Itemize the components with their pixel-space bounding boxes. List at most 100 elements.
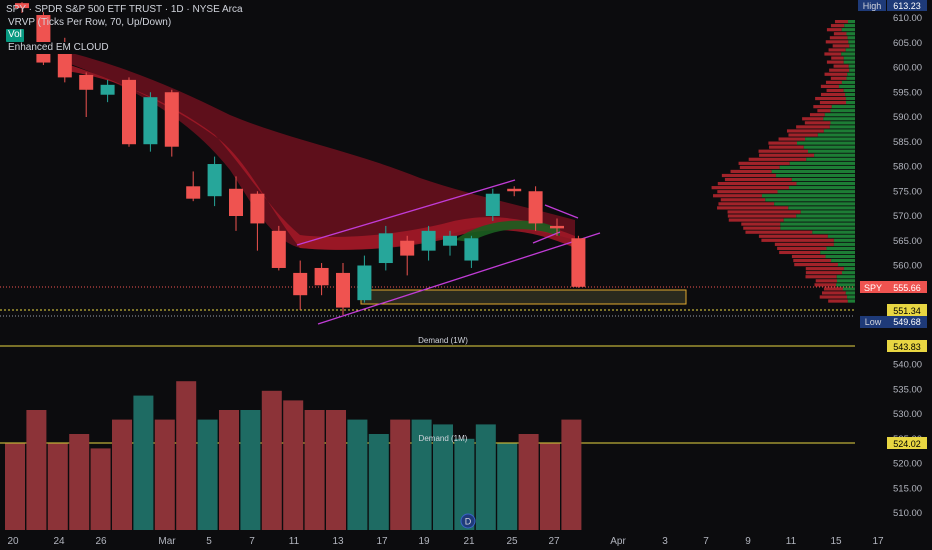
candle[interactable]: [485, 188, 500, 221]
indicator-ema-cloud[interactable]: Enhanced EM CLOUD: [6, 41, 111, 54]
profile-row-down: [730, 169, 772, 174]
profile-row-down: [809, 113, 825, 117]
demand-1m-label: Demand (1M): [419, 434, 468, 443]
time-label: 27: [548, 536, 560, 547]
candle[interactable]: [443, 230, 457, 256]
time-axis[interactable]: 20 24 26 Mar 5 7 11 13 17 19 21 25 27 Apr 3 7 9 11 15 17: [0, 530, 932, 550]
candle[interactable]: [336, 263, 350, 315]
candle[interactable]: [122, 77, 136, 147]
symbol-line[interactable]: SPY · SPDR S&P 500 ETF TRUST · 1D · NYSE…: [6, 4, 243, 15]
candle[interactable]: [378, 225, 393, 271]
candle[interactable]: [79, 72, 94, 117]
profile-row-up: [812, 230, 855, 234]
price-tick: 570.00: [893, 211, 922, 222]
indicator-vol[interactable]: Vol: [6, 29, 24, 42]
volume-bars: [5, 381, 582, 530]
candle[interactable]: [571, 235, 586, 288]
price-tick: 515.00: [893, 483, 922, 494]
profile-row-down: [824, 72, 848, 76]
demand-1w-price: 543.83: [893, 342, 921, 352]
profile-row-down: [761, 238, 834, 242]
candle[interactable]: [100, 79, 115, 103]
profile-row-up: [843, 60, 855, 64]
profile-row-up: [765, 198, 855, 202]
profile-row-down: [727, 210, 801, 214]
profile-row-up: [845, 92, 855, 97]
profile-row-down: [720, 198, 766, 202]
candle[interactable]: [15, 2, 29, 14]
profile-row-up: [829, 125, 855, 129]
price-axis[interactable]: 610.00 605.00 600.00 595.00 590.00 585.00 580.…: [855, 0, 932, 550]
candle[interactable]: [207, 156, 222, 207]
profile-row-up: [847, 299, 855, 303]
candle[interactable]: [250, 191, 265, 251]
support-price: 551.34: [893, 306, 921, 316]
candle[interactable]: [164, 89, 179, 157]
profile-row-up: [826, 246, 855, 250]
candle[interactable]: [400, 235, 415, 276]
profile-row-down: [717, 206, 789, 210]
candle[interactable]: [314, 263, 329, 296]
profile-row-up: [836, 279, 855, 283]
profile-row-down: [817, 109, 831, 113]
profile-row-down: [828, 48, 846, 52]
profile-row-down: [805, 275, 837, 279]
profile-row-up: [791, 177, 855, 182]
price-tick: 510.00: [893, 508, 922, 519]
candle[interactable]: [186, 171, 201, 202]
profile-row-down: [748, 157, 807, 161]
profile-row-up: [847, 20, 855, 24]
time-label: 9: [745, 536, 751, 547]
time-label: 15: [830, 536, 842, 547]
profile-row-down: [815, 279, 837, 283]
candle[interactable]: [421, 225, 436, 261]
trend-channel[interactable]: [296, 179, 601, 325]
price-tick: 530.00: [893, 409, 922, 420]
candlesticks: [15, 2, 586, 315]
candle[interactable]: [507, 186, 522, 197]
price-tick: 575.00: [893, 186, 922, 197]
profile-row-down: [834, 20, 848, 24]
candle[interactable]: [550, 218, 564, 236]
profile-row-up: [797, 141, 855, 145]
profile-row-up: [847, 36, 855, 40]
candle[interactable]: [293, 260, 308, 311]
profile-row-down: [758, 234, 828, 238]
profile-row-up: [783, 218, 855, 222]
indicator-vrvp[interactable]: VRVP (Ticks Per Row, 70, Up/Down): [8, 16, 172, 28]
profile-row-up: [849, 68, 855, 72]
candle[interactable]: [143, 92, 158, 152]
profile-row-down: [829, 36, 848, 40]
profile-row-down: [805, 267, 844, 271]
profile-row-down: [826, 88, 844, 93]
profile-row-up: [836, 275, 855, 279]
profile-row-down: [825, 40, 849, 44]
candle[interactable]: [229, 176, 243, 231]
candle[interactable]: [357, 255, 372, 303]
profile-row-down: [777, 246, 827, 250]
volume-bar: [261, 390, 282, 530]
profile-row-up: [841, 52, 855, 56]
candle[interactable]: [528, 186, 543, 231]
profile-row-up: [796, 214, 855, 218]
time-label: 7: [249, 536, 255, 547]
price-tick: 535.00: [893, 384, 922, 395]
profile-row-down: [819, 295, 848, 299]
profile-row-up: [847, 72, 855, 76]
profile-row-up: [845, 96, 855, 101]
volume-bar: [561, 419, 582, 530]
candle[interactable]: [464, 235, 479, 268]
price-tick: 540.00: [893, 360, 922, 371]
dividend-marker[interactable]: D: [460, 513, 476, 529]
profile-row-down: [724, 177, 792, 182]
profile-row-down: [774, 242, 834, 246]
profile-row-down: [826, 28, 842, 32]
volume-bar: [154, 419, 175, 530]
profile-row-down: [832, 44, 850, 48]
volume-bar: [347, 419, 368, 530]
candle[interactable]: [271, 225, 286, 271]
support-box[interactable]: [360, 289, 687, 305]
profile-row-down: [741, 222, 781, 226]
volume-bar: [433, 424, 453, 530]
